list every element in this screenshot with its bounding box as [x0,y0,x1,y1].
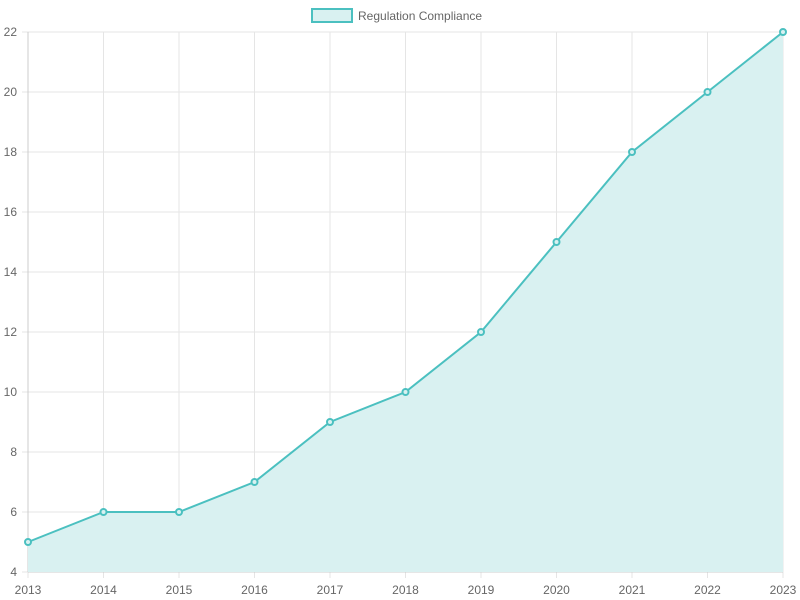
data-point[interactable] [24,538,32,546]
data-point[interactable] [477,328,485,336]
data-point[interactable] [175,508,183,516]
data-point[interactable] [703,88,712,96]
data-point[interactable] [99,508,108,516]
y-tick-label: 22 [4,25,18,39]
x-tick-label: 2014 [90,583,117,597]
data-point[interactable] [401,388,410,396]
x-tick-label: 2021 [619,583,646,597]
data-point[interactable] [250,478,259,486]
x-tick-label: 2015 [166,583,193,597]
y-tick-label: 8 [10,445,17,459]
legend-swatch-icon [311,8,353,23]
x-tick-label: 2023 [770,583,797,597]
x-tick-label: 2019 [468,583,495,597]
x-tick-label: 2022 [694,583,721,597]
y-tick-label: 12 [4,325,18,339]
x-tick-label: 2018 [392,583,419,597]
data-point[interactable] [552,238,561,246]
x-tick-label: 2013 [15,583,42,597]
y-tick-label: 4 [10,565,17,579]
x-tick-label: 2020 [543,583,570,597]
area-fill [28,32,783,572]
data-point[interactable] [628,148,636,156]
y-tick-label: 10 [4,385,18,399]
x-axis-ticks: 2013 2014 2015 2016 2017 2018 2019 2020 2021 2022… [15,583,797,597]
legend[interactable]: Regulation Compliance [311,8,482,23]
y-axis-ticks: 4 6 8 10 12 14 16 18 20 22 [4,25,18,579]
y-tick-label: 6 [10,505,17,519]
y-tick-label: 14 [4,265,18,279]
data-point[interactable] [779,28,787,36]
y-tick-label: 20 [4,85,18,99]
data-points [24,28,787,546]
y-tick-label: 18 [4,145,18,159]
y-tick-label: 16 [4,205,18,219]
data-point[interactable] [326,418,334,426]
x-tick-label: 2016 [241,583,268,597]
legend-label: Regulation Compliance [358,9,482,23]
x-tick-label: 2017 [317,583,344,597]
